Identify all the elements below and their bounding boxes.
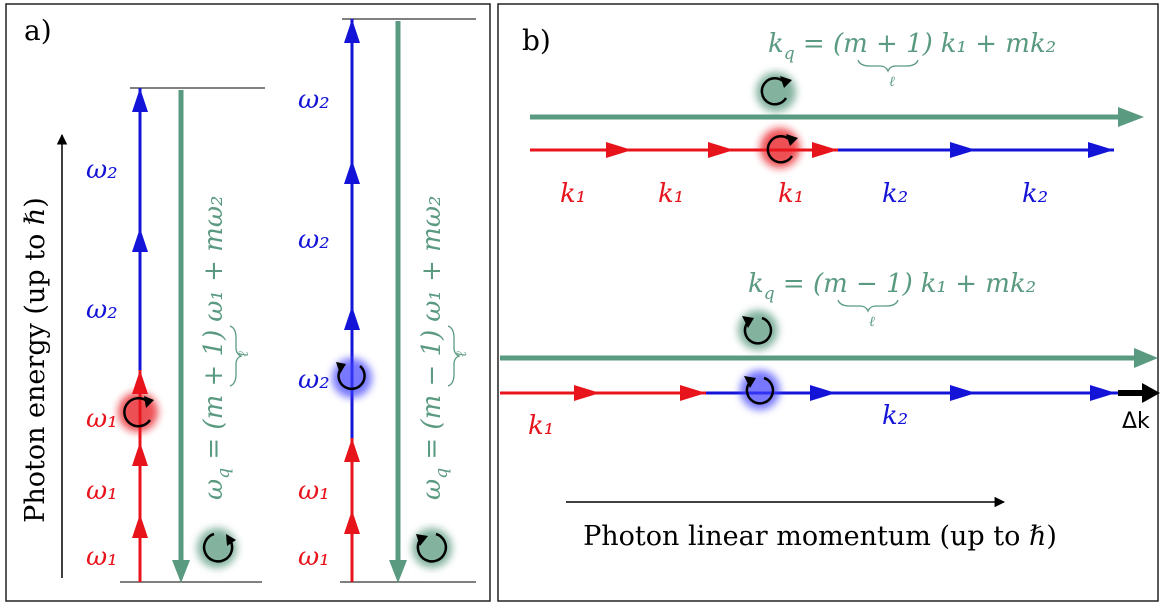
- omega2-label: ω₂: [86, 295, 118, 325]
- blue-photon-arrowhead: [950, 385, 976, 401]
- red-circular-polarization-icon: [118, 392, 158, 432]
- energy-axis-label: Photon energy (up to ℏ): [20, 197, 51, 523]
- red-photon-arrowhead: [132, 442, 148, 466]
- omega1-label: ω₁: [298, 476, 330, 506]
- formula-lhs: ω: [417, 479, 447, 500]
- green-harmonic-arrowhead: [172, 560, 190, 583]
- formula-underbrace-label: ℓ: [869, 314, 875, 330]
- formula-paren: (m + 1): [833, 29, 933, 59]
- red-photon-arrowhead: [132, 370, 148, 394]
- omega-q-formula-left: ωq = (m + 1) ω₁ + mω₂ ℓ: [199, 196, 252, 500]
- blue-photon-arrowhead: [132, 88, 148, 112]
- formula-underbrace-label: ℓ: [236, 351, 252, 357]
- red-photon-arrowhead: [344, 438, 360, 462]
- omega-q-formula-right: ωq = (m − 1) ω₁ + mω₂ ℓ: [417, 196, 470, 500]
- panel-a-label: a): [24, 14, 52, 47]
- red-circular-polarization-icon: [760, 128, 800, 168]
- omega1-label: ω₁: [86, 476, 118, 506]
- formula-subscript: q: [784, 44, 795, 64]
- green-circular-polarization-icon: [412, 528, 452, 568]
- green-circular-polarization-icon: [197, 528, 237, 568]
- panel-b-label: b): [522, 24, 551, 57]
- blue-circular-polarization-icon: [332, 358, 372, 398]
- delta-k-label: Δk: [1122, 409, 1150, 434]
- formula-rest: k₁ + mk₂: [941, 29, 1056, 59]
- left-energy-stack: ω₁ ω₁ ω₁ ω₂ ω₂: [86, 87, 265, 583]
- formula-underbrace: [857, 59, 919, 73]
- green-harmonic-arrowhead: [389, 560, 407, 583]
- k2-label: k₂: [1022, 179, 1048, 209]
- k1-label: k₁: [778, 179, 804, 209]
- formula-rest: k₁ + mk₂: [921, 269, 1036, 299]
- blue-photon-arrowhead: [1088, 142, 1114, 158]
- omega2-label: ω₂: [298, 365, 330, 395]
- green-circular-polarization-icon: [756, 72, 796, 112]
- red-photon-arrowhead: [344, 510, 360, 534]
- blue-photon-arrowhead: [344, 160, 360, 184]
- panel-a-border: [5, 3, 491, 602]
- omega2-label: ω₂: [86, 155, 118, 185]
- omega1-label: ω₁: [86, 542, 118, 572]
- formula-lhs: k: [748, 269, 764, 299]
- svg-text:kq = (m + 1)k₁ + mk₂: kq = (m + 1) k₁ + mk₂: [768, 29, 1056, 64]
- formula-equals: =: [795, 29, 833, 59]
- formula-paren: (m − 1): [813, 269, 913, 299]
- blue-photon-arrowhead: [344, 19, 360, 43]
- right-energy-stack: ω₁ ω₁ ω₂ ω₂ ω₂ ωq = (m − 1) ω₁ + mω₂: [298, 18, 476, 583]
- formula-underbrace: [447, 325, 461, 387]
- blue-photon-arrowhead: [810, 385, 836, 401]
- panel-a: a) Photon energy (up to ℏ) ω₁ ω₁ ω₁ ω₂ ω…: [5, 3, 491, 602]
- blue-photon-arrowhead: [1090, 385, 1116, 401]
- red-photon-arrowhead: [606, 142, 632, 158]
- formula-lhs: ω: [199, 479, 229, 500]
- red-photon-arrowhead: [132, 514, 148, 538]
- formula-underbrace: [229, 325, 243, 387]
- panel-b: b) kq = (m + 1) k₁ + mk₂ ℓ: [497, 3, 1160, 602]
- omega1-label: ω₁: [298, 542, 330, 572]
- k2-label: k₂: [882, 179, 908, 209]
- formula-underbrace-label: ℓ: [889, 74, 895, 90]
- red-photon-arrowhead: [708, 142, 734, 158]
- k1-label: k₁: [658, 179, 684, 209]
- formula-subscript: q: [432, 468, 452, 479]
- svg-text:kq = (m − 1)k₁ + mk₂: kq = (m − 1) k₁ + mk₂: [748, 269, 1036, 304]
- formula-subscript: q: [764, 284, 775, 304]
- k1-label: k₁: [528, 411, 554, 441]
- k2-label: k₂: [882, 401, 908, 431]
- red-photon-arrowhead: [574, 385, 600, 401]
- formula-equals: =: [775, 269, 813, 299]
- formula-paren: (m + 1): [199, 330, 229, 430]
- formula-rest: ω₁ + mω₂: [199, 196, 229, 322]
- green-circular-polarization-icon: [738, 310, 778, 350]
- omega2-label: ω₂: [298, 85, 330, 115]
- panel-b-border: [497, 3, 1159, 602]
- formula-underbrace-label: ℓ: [454, 351, 470, 357]
- blue-photon-arrowhead: [132, 228, 148, 252]
- kq-formula-top: kq = (m + 1) k₁ + mk₂ ℓ: [768, 29, 1056, 90]
- green-harmonic-arrowhead: [1118, 107, 1144, 127]
- formula-subscript: q: [214, 468, 234, 479]
- formula-equals: =: [199, 430, 229, 468]
- momentum-axis-label: Photon linear momentum (up to ℏ): [583, 521, 1057, 552]
- blue-circular-polarization-icon: [740, 370, 780, 410]
- delta-k-arrowhead: [1142, 383, 1160, 403]
- omega2-label: ω₂: [298, 225, 330, 255]
- blue-photon-arrowhead: [950, 142, 976, 158]
- k1-label: k₁: [560, 179, 586, 209]
- svg-text:ωq = (m − 1)ω₁ + mω₂: ωq = (m − 1) ω₁ + mω₂: [417, 196, 452, 500]
- svg-text:ωq = (m + 1)ω₁ + mω₂: ωq = (m + 1) ω₁ + mω₂: [199, 196, 234, 500]
- formula-rest: ω₁ + mω₂: [417, 196, 447, 322]
- formula-paren: (m − 1): [417, 330, 447, 430]
- red-photon-arrowhead: [680, 385, 706, 401]
- green-harmonic-arrowhead: [1134, 348, 1158, 368]
- omega1-label: ω₁: [86, 404, 118, 434]
- red-photon-arrowhead: [812, 142, 838, 158]
- formula-lhs: k: [768, 29, 784, 59]
- blue-photon-arrowhead: [344, 306, 360, 330]
- formula-equals: =: [417, 430, 447, 468]
- formula-underbrace: [837, 299, 899, 313]
- kq-formula-bottom: kq = (m − 1) k₁ + mk₂ ℓ: [748, 269, 1036, 330]
